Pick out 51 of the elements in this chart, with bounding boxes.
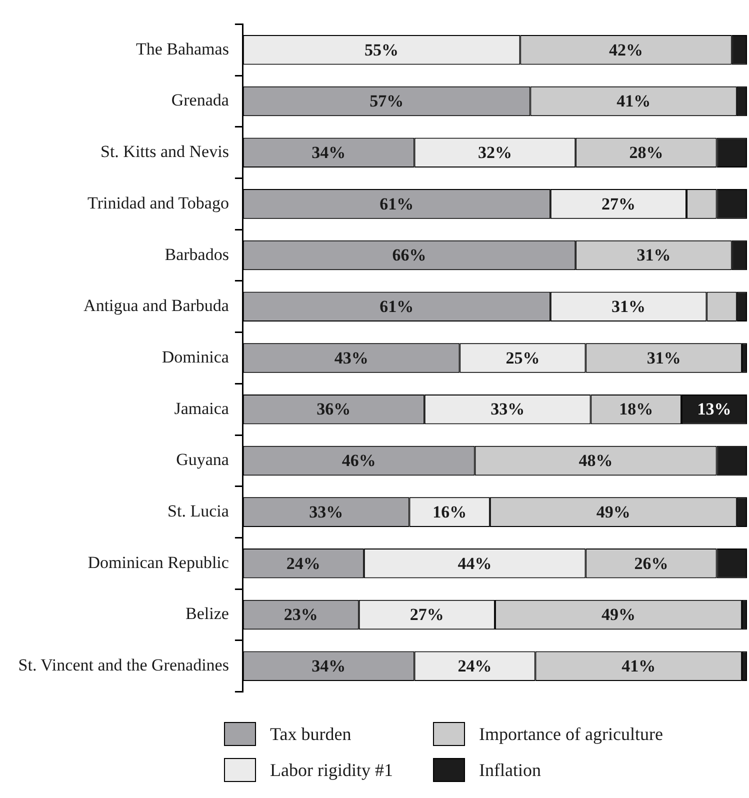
- data-label: 31%: [646, 348, 681, 368]
- y-tick-label: Grenada: [171, 90, 230, 110]
- y-tick-label: Jamaica: [174, 398, 230, 418]
- data-label: 16%: [432, 502, 467, 522]
- data-label: 28%: [629, 142, 664, 162]
- data-label: 26%: [634, 554, 668, 573]
- y-tick-label: Antigua and Barbuda: [84, 296, 230, 316]
- data-label: 24%: [286, 554, 320, 573]
- data-label: 42%: [609, 40, 644, 60]
- data-label: 46%: [342, 451, 376, 470]
- legend-label: Inflation: [479, 760, 542, 780]
- y-tick-label: Guyana: [176, 450, 230, 470]
- data-label: 61%: [380, 297, 414, 316]
- y-tick-label: St. Lucia: [168, 502, 230, 521]
- y-tick-label: St. Kitts and Nevis: [100, 142, 229, 162]
- data-label: 32%: [478, 142, 512, 162]
- data-label: 33%: [490, 400, 525, 419]
- y-tick-label: Barbados: [164, 244, 229, 264]
- data-label: 36%: [316, 400, 351, 419]
- data-label: 41%: [616, 92, 651, 111]
- data-label: 31%: [612, 297, 646, 316]
- data-label: 23%: [284, 605, 318, 624]
- y-tick-label: Dominica: [162, 347, 230, 366]
- y-tick-label: St. Vincent and the Grenadines: [18, 656, 229, 675]
- legend-label: Importance of agriculture: [479, 724, 663, 744]
- data-label: 49%: [601, 605, 636, 624]
- y-tick-label: Belize: [186, 604, 229, 624]
- y-tick-label: The Bahamas: [136, 39, 229, 58]
- data-label: 34%: [312, 656, 346, 676]
- data-label: 55%: [364, 40, 399, 60]
- data-label: 24%: [458, 656, 492, 676]
- y-tick-label: Trinidad and Tobago: [88, 193, 229, 212]
- data-label: 41%: [622, 656, 656, 676]
- data-label: 13%: [697, 400, 732, 419]
- data-label: 34%: [312, 142, 346, 162]
- data-label: 57%: [370, 92, 404, 111]
- y-tick-label: Dominican Republic: [88, 552, 230, 572]
- data-label: 31%: [636, 246, 671, 265]
- data-label: 33%: [309, 502, 344, 522]
- data-label: 49%: [596, 502, 630, 522]
- legend-label: Labor rigidity #1: [270, 760, 394, 780]
- data-label: 25%: [506, 348, 540, 368]
- data-label: 27%: [410, 605, 444, 624]
- legend-label: Tax burden: [270, 724, 352, 744]
- data-label: 27%: [601, 194, 636, 214]
- data-label: 43%: [334, 348, 368, 368]
- data-label: 48%: [578, 451, 613, 470]
- data-label: 18%: [619, 400, 654, 419]
- data-label: 61%: [380, 194, 414, 214]
- data-label: 66%: [392, 246, 426, 265]
- data-label: 44%: [458, 554, 492, 573]
